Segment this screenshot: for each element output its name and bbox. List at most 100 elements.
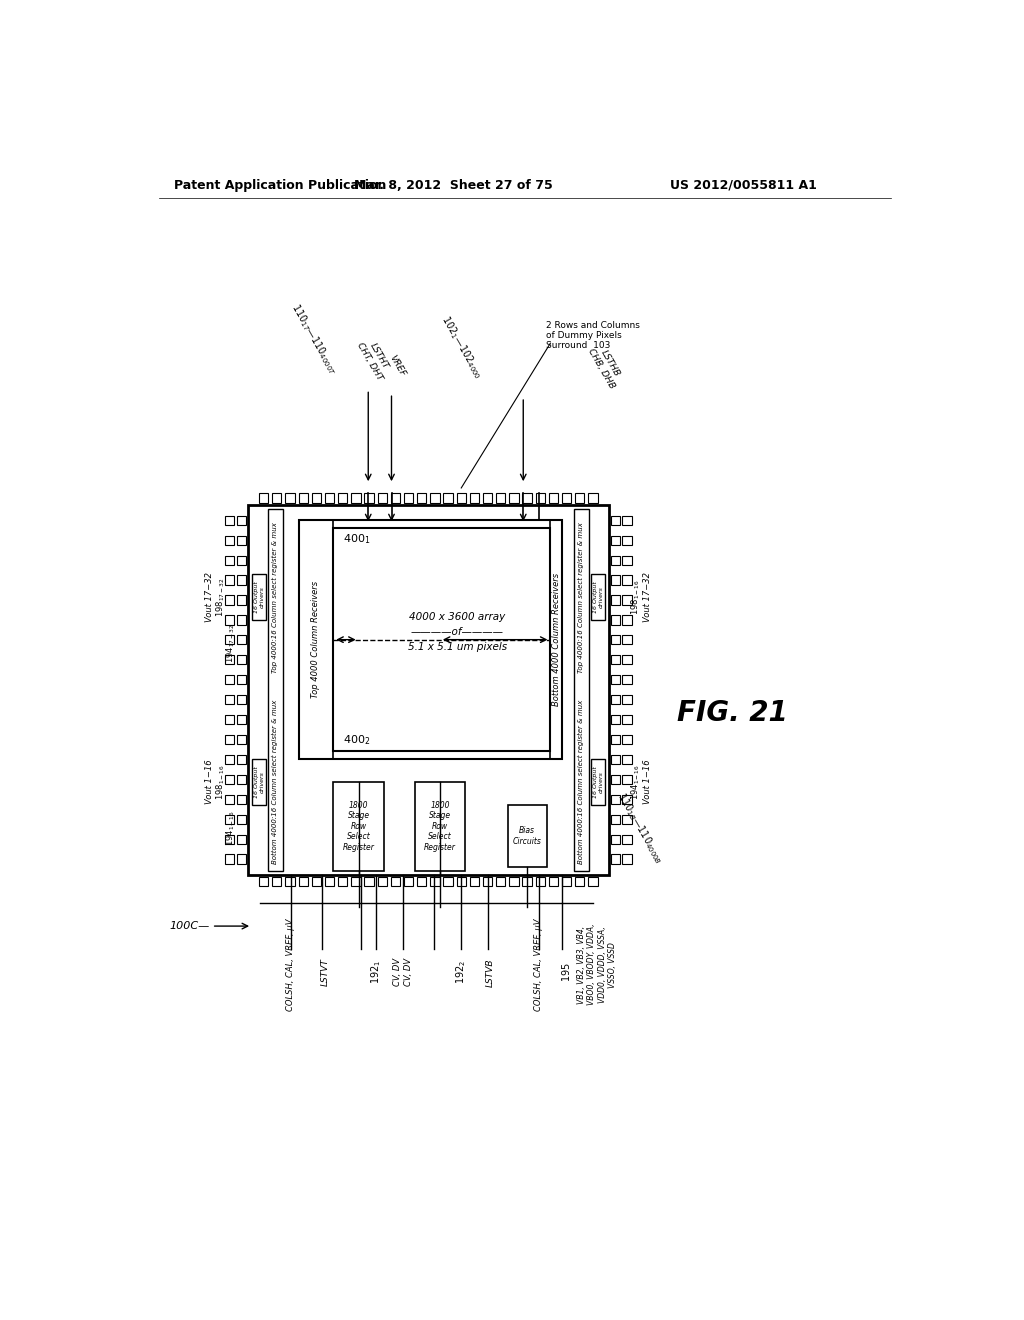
Bar — [522, 876, 531, 886]
Bar — [225, 814, 234, 824]
Text: LSTVT: LSTVT — [322, 958, 330, 986]
Bar — [272, 876, 282, 886]
Bar — [611, 795, 621, 804]
Bar — [237, 735, 246, 744]
Bar — [237, 595, 246, 605]
Bar — [325, 876, 334, 886]
Bar — [623, 556, 632, 565]
Text: $192_1$: $192_1$ — [369, 960, 383, 985]
Bar — [378, 494, 387, 503]
Bar — [611, 715, 621, 725]
Bar — [225, 675, 234, 684]
Bar — [550, 520, 562, 759]
Bar — [589, 876, 598, 886]
Text: $110_{1T}$—$110_{4000T}$: $110_{1T}$—$110_{4000T}$ — [288, 301, 340, 378]
Text: VREF: VREF — [388, 354, 408, 379]
Bar — [536, 876, 545, 886]
Text: $194_{1-16}$: $194_{1-16}$ — [630, 764, 642, 800]
Bar — [237, 755, 246, 764]
Bar — [237, 516, 246, 525]
Text: Top 4000:16 Column select register & mux: Top 4000:16 Column select register & mux — [579, 521, 585, 673]
Text: FIG. 21: FIG. 21 — [677, 698, 787, 727]
Text: 16 Output
drivers: 16 Output drivers — [593, 581, 604, 614]
Text: Vout 17−32: Vout 17−32 — [205, 573, 214, 622]
Text: LSTVB: LSTVB — [485, 958, 495, 986]
Text: VB1, VB2, VB3, VB4,
VBO0, VBODY, VDDA,
VDD0, VDDD, VSSA,
VSSO, VSSD: VB1, VB2, VB3, VB4, VBO0, VBODY, VDDA, V… — [577, 924, 617, 1006]
Bar — [259, 494, 268, 503]
Bar — [611, 595, 621, 605]
Bar — [338, 494, 347, 503]
Bar — [225, 536, 234, 545]
Bar — [225, 635, 234, 644]
Bar — [237, 556, 246, 565]
Bar — [457, 876, 466, 886]
Bar — [237, 576, 246, 585]
Bar — [272, 494, 282, 503]
Bar — [623, 834, 632, 843]
Text: COLSH, CAL, VREF, μV: COLSH, CAL, VREF, μV — [287, 919, 295, 1011]
Bar — [623, 814, 632, 824]
Bar — [299, 520, 334, 759]
Text: 1800
Stage
Row
Select
Register: 1800 Stage Row Select Register — [424, 801, 456, 851]
Bar — [225, 834, 234, 843]
Bar — [457, 494, 466, 503]
Bar — [623, 615, 632, 624]
Bar — [483, 494, 493, 503]
Text: $400_1$: $400_1$ — [343, 533, 371, 546]
Bar — [237, 635, 246, 644]
Bar — [509, 876, 518, 886]
Bar — [311, 494, 321, 503]
Bar — [470, 876, 479, 886]
Bar — [573, 508, 589, 871]
Bar — [225, 755, 234, 764]
Text: $198_{17-32}$: $198_{17-32}$ — [215, 577, 227, 618]
Bar — [252, 574, 266, 620]
Bar — [237, 775, 246, 784]
Text: Bottom 4000 Column Receivers: Bottom 4000 Column Receivers — [552, 573, 561, 706]
Bar — [611, 696, 621, 705]
Bar — [522, 494, 531, 503]
Text: 5.1 x 5.1 um pixels: 5.1 x 5.1 um pixels — [408, 643, 507, 652]
Bar — [237, 655, 246, 664]
Bar — [611, 615, 621, 624]
Bar — [237, 715, 246, 725]
Bar — [299, 520, 562, 759]
Bar — [623, 655, 632, 664]
Bar — [403, 876, 414, 886]
Bar — [237, 696, 246, 705]
Bar — [351, 876, 360, 886]
Bar — [417, 494, 426, 503]
Bar — [299, 494, 308, 503]
Bar — [311, 876, 321, 886]
Text: $102_1$—$102_{4000}$: $102_1$—$102_{4000}$ — [437, 313, 485, 381]
Text: 2 Rows and Columns
of Dummy Pixels
Surround  103: 2 Rows and Columns of Dummy Pixels Surro… — [547, 321, 640, 350]
Bar — [252, 759, 266, 805]
Bar — [237, 615, 246, 624]
Bar — [623, 595, 632, 605]
Bar — [417, 876, 426, 886]
Text: 16 Output
drivers: 16 Output drivers — [254, 766, 264, 799]
Bar — [299, 876, 308, 886]
Bar — [611, 576, 621, 585]
Bar — [623, 755, 632, 764]
Bar — [611, 755, 621, 764]
Bar — [391, 494, 400, 503]
Bar — [237, 854, 246, 863]
Bar — [623, 675, 632, 684]
Bar — [623, 635, 632, 644]
Text: LSTHT
CHT, DHT: LSTHT CHT, DHT — [355, 335, 393, 381]
Text: 16 Output
drivers: 16 Output drivers — [254, 581, 264, 614]
Bar — [623, 576, 632, 585]
Bar — [225, 556, 234, 565]
Bar — [267, 508, 283, 871]
Bar — [225, 795, 234, 804]
Bar — [611, 635, 621, 644]
Text: Top 4000:16 Column select register & mux: Top 4000:16 Column select register & mux — [272, 521, 279, 673]
Bar — [611, 854, 621, 863]
Text: Patent Application Publication: Patent Application Publication — [174, 178, 387, 191]
Text: $192_2$: $192_2$ — [455, 960, 468, 985]
Bar — [589, 494, 598, 503]
Bar — [611, 516, 621, 525]
Bar — [623, 696, 632, 705]
Bar — [237, 795, 246, 804]
